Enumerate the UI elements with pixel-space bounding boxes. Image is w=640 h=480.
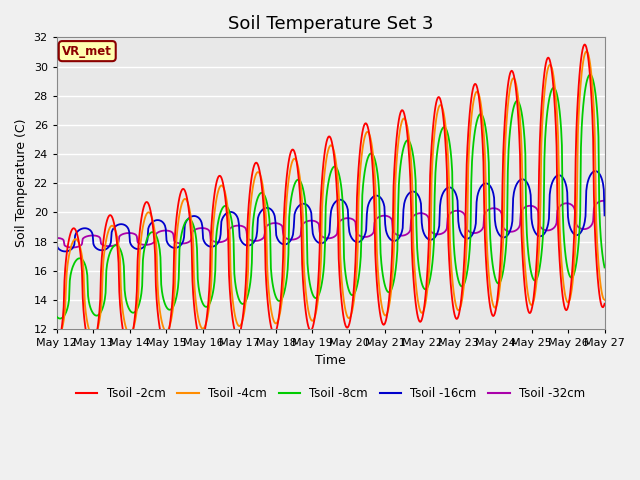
Legend: Tsoil -2cm, Tsoil -4cm, Tsoil -8cm, Tsoil -16cm, Tsoil -32cm: Tsoil -2cm, Tsoil -4cm, Tsoil -8cm, Tsoi… xyxy=(72,383,590,405)
Y-axis label: Soil Temperature (C): Soil Temperature (C) xyxy=(15,119,28,247)
X-axis label: Time: Time xyxy=(316,354,346,367)
Title: Soil Temperature Set 3: Soil Temperature Set 3 xyxy=(228,15,433,33)
Text: VR_met: VR_met xyxy=(62,45,112,58)
